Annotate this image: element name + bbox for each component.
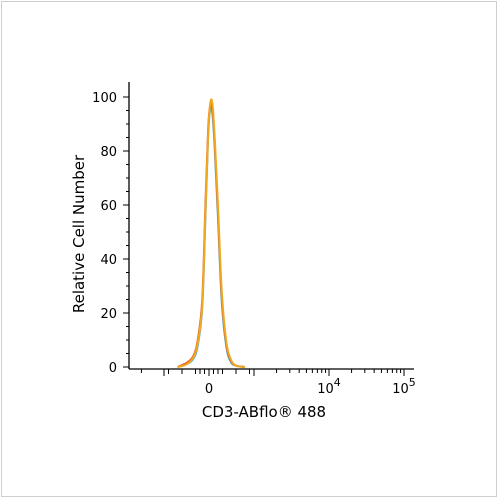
y-tick-label: 80 [100, 145, 117, 160]
x-axis-label: CD3-ABflo® 488 [202, 403, 326, 421]
y-tick-label: 0 [109, 361, 117, 376]
histogram-series-2 [177, 102, 246, 368]
y-tick-label: 100 [92, 91, 117, 106]
x-tick-label: 0 [205, 382, 213, 397]
histogram-series-1 [177, 105, 246, 368]
y-tick-label: 40 [100, 253, 117, 268]
y-tick-label: 20 [100, 307, 117, 322]
histogram-series-3 [177, 98, 246, 368]
x-tick-label: 104 [317, 376, 341, 397]
y-tick-label: 60 [100, 199, 117, 214]
x-tick-label: 105 [392, 376, 416, 397]
y-axis-label: Relative Cell Number [70, 154, 88, 313]
